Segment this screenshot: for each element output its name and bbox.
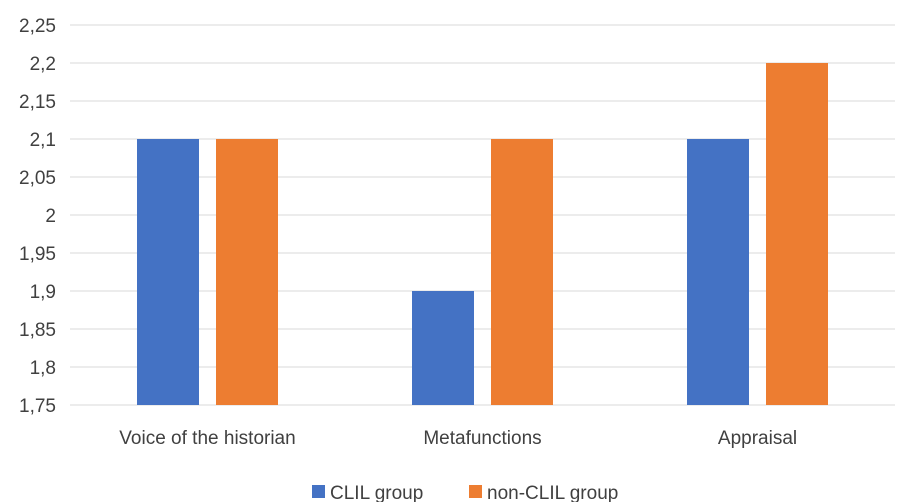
legend-label-non-clil: non-CLIL group <box>487 483 618 502</box>
bar-clil-1 <box>412 291 474 405</box>
bars <box>137 63 828 405</box>
legend: CLIL group non-CLIL group <box>312 483 618 502</box>
bar-non-clil-0 <box>216 139 278 405</box>
bar-non-clil-1 <box>491 139 553 405</box>
y-tick-label: 1,85 <box>19 320 56 341</box>
y-tick-label: 1,8 <box>30 358 56 379</box>
x-category-label: Metafunctions <box>423 428 541 449</box>
bar-clil-2 <box>687 139 749 405</box>
y-tick-label: 2,15 <box>19 92 56 113</box>
y-tick-label: 1,75 <box>19 396 56 417</box>
bar-clil-0 <box>137 139 199 405</box>
x-axis-category-labels: Voice of the historian Metafunctions Appra… <box>119 428 797 449</box>
legend-swatch-clil <box>312 485 325 498</box>
y-tick-label: 1,9 <box>30 282 56 303</box>
y-tick-label: 2 <box>45 206 56 227</box>
y-tick-label: 2,2 <box>30 54 56 75</box>
gridlines <box>70 24 895 406</box>
x-category-label: Appraisal <box>718 428 797 449</box>
y-tick-label: 2,25 <box>19 16 56 37</box>
legend-swatch-non-clil <box>469 485 482 498</box>
y-tick-label: 2,05 <box>19 168 56 189</box>
legend-label-clil: CLIL group <box>330 483 423 502</box>
y-axis-tick-labels: 1,75 1,8 1,85 1,9 1,95 2 2,05 2,1 2,15 2,2 2,25 <box>19 16 56 417</box>
bar-non-clil-2 <box>766 63 828 405</box>
y-tick-label: 1,95 <box>19 244 56 265</box>
x-category-label: Voice of the historian <box>119 428 295 449</box>
y-tick-label: 2,1 <box>30 130 56 151</box>
